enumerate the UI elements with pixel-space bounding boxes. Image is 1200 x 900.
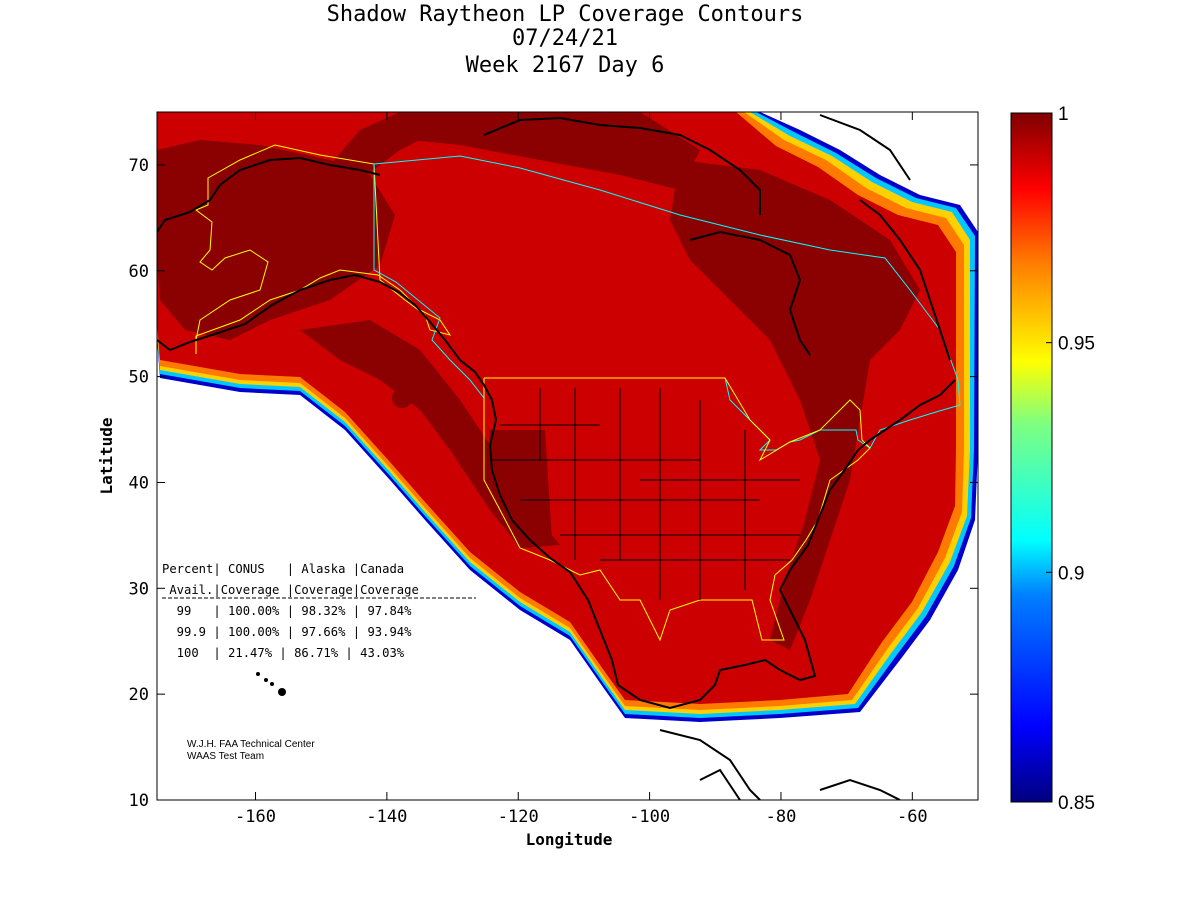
y-tick-label: 70	[129, 156, 149, 176]
colorbar-tick-label: 0.9	[1058, 563, 1084, 584]
coastlines	[157, 114, 956, 800]
colorbar-tick-label: 1	[1058, 104, 1069, 125]
colorbar	[1010, 112, 1053, 803]
y-tick-label: 40	[129, 473, 149, 493]
us-border	[483, 377, 871, 642]
state-lines	[490, 388, 800, 600]
table-row-99: 99 | 100.00% | 98.32% | 97.84%	[162, 604, 412, 618]
x-tick-label: -160	[235, 807, 276, 827]
y-tick-label: 30	[129, 579, 149, 599]
plot-frame	[156, 111, 979, 801]
y-tick-label: 50	[129, 368, 149, 388]
x-tick-label: -100	[629, 807, 670, 827]
coverage-band-dark-north	[400, 112, 700, 190]
title-line-2: 07/24/21	[512, 26, 618, 51]
credit-line-2: WAAS Test Team	[187, 751, 264, 762]
hawaii-islands	[256, 672, 286, 696]
x-tick-label: -80	[766, 807, 797, 827]
table-row-100: 100 | 21.47% | 86.71% | 43.03%	[162, 646, 405, 660]
map-area	[157, 112, 978, 800]
canada-border-north	[373, 155, 961, 451]
y-tick-label: 60	[129, 262, 149, 282]
coverage-band-dark-east	[670, 160, 920, 650]
y-tick-label: 20	[129, 685, 149, 705]
title-line-3: Week 2167 Day 6	[466, 53, 665, 78]
coverage-spot	[392, 388, 412, 408]
axis-ticks: -160 -140 -120 -100 -80 -60 10 20 30 40 50 60 70	[129, 112, 978, 827]
y-axis-label: Latitude	[97, 417, 116, 494]
alaska-border	[195, 144, 452, 354]
x-axis-label: Longitude	[526, 830, 613, 849]
title-line-1: Shadow Raytheon LP Coverage Contours	[327, 2, 804, 27]
coverage-table: Percent| CONUS | Alaska |Canada Avail.|C…	[162, 562, 476, 660]
y-tick-label: 10	[129, 791, 149, 811]
x-tick-label: -140	[366, 807, 407, 827]
colorbar-tick-label: 0.95	[1058, 334, 1095, 355]
credit-line-1: W.J.H. FAA Technical Center	[187, 739, 315, 750]
table-row-99-9: 99.9 | 100.00% | 97.66% | 93.94%	[162, 625, 412, 639]
colorbar-tick-label: 0.85	[1058, 793, 1095, 814]
table-header-2: Avail.|Coverage |Coverage|Coverage	[162, 583, 419, 597]
table-header-1: Percent| CONUS | Alaska |Canada	[162, 562, 404, 576]
x-tick-label: -120	[498, 807, 539, 827]
colorbar-ticks: 1 0.95 0.9 0.85	[1046, 104, 1095, 814]
x-tick-label: -60	[897, 807, 928, 827]
